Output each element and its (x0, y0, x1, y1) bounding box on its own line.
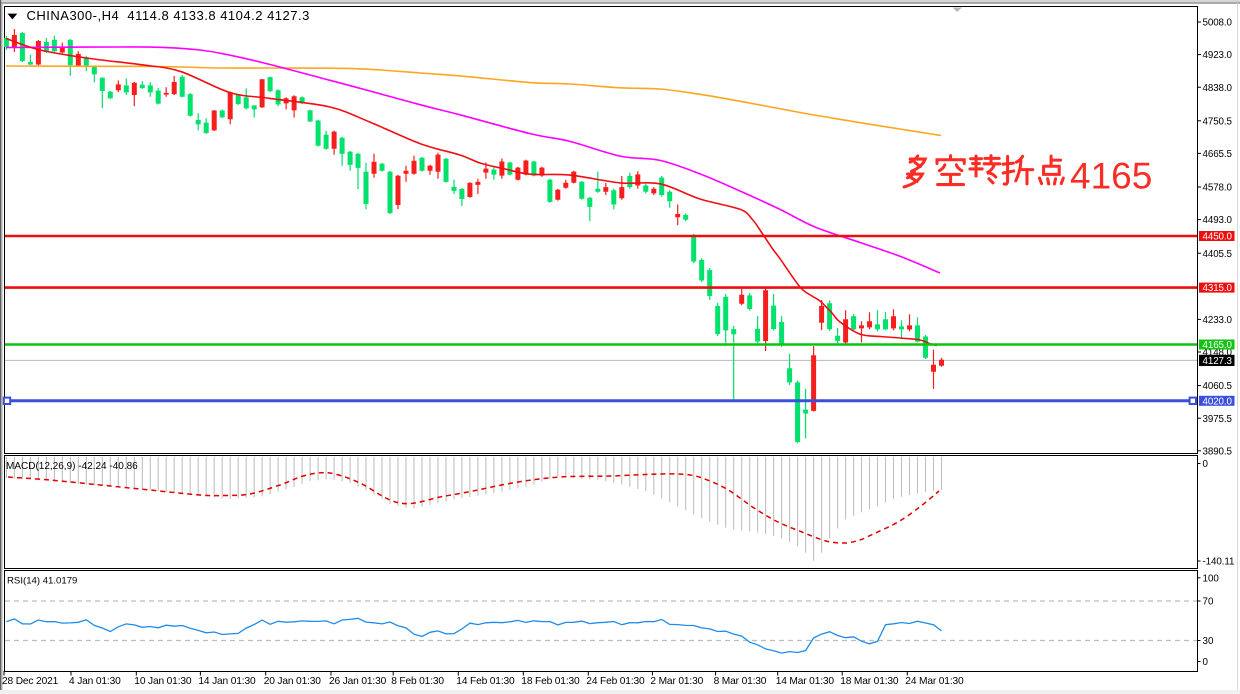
svg-text:3890.5: 3890.5 (1203, 446, 1233, 457)
svg-text:4450.0: 4450.0 (1203, 232, 1233, 243)
svg-text:4405.5: 4405.5 (1203, 249, 1233, 260)
svg-text:5008.0: 5008.0 (1203, 18, 1233, 29)
svg-text:CHINA300-,H4 4114.8 4133.8 41: CHINA300-,H4 4114.8 4133.8 4104.2 4127.3 (27, 8, 310, 23)
svg-text:MACD(12,26,9) -42.24 -40.86: MACD(12,26,9) -42.24 -40.86 (6, 461, 138, 472)
svg-text:8 Mar 01:30: 8 Mar 01:30 (714, 676, 767, 687)
svg-text:4315.0: 4315.0 (1203, 283, 1233, 294)
svg-text:4665.5: 4665.5 (1203, 149, 1233, 160)
svg-text:26 Jan 01:30: 26 Jan 01:30 (329, 676, 387, 687)
svg-text:4 Jan 01:30: 4 Jan 01:30 (69, 676, 121, 687)
svg-text:4060.5: 4060.5 (1203, 381, 1233, 392)
svg-text:8 Feb 01:30: 8 Feb 01:30 (391, 676, 444, 687)
svg-text:RSI(14) 41.0179: RSI(14) 41.0179 (7, 576, 77, 587)
svg-text:4165.0: 4165.0 (1203, 340, 1233, 351)
svg-text:4923.0: 4923.0 (1203, 50, 1233, 61)
svg-text:18 Feb 01:30: 18 Feb 01:30 (521, 676, 580, 687)
svg-text:3975.5: 3975.5 (1203, 414, 1233, 425)
svg-text:28 Dec 2021: 28 Dec 2021 (2, 676, 59, 687)
svg-text:4127.3: 4127.3 (1203, 356, 1233, 367)
svg-text:20 Jan 01:30: 20 Jan 01:30 (264, 676, 322, 687)
svg-text:4165: 4165 (1070, 156, 1152, 197)
svg-text:0: 0 (1203, 657, 1209, 668)
svg-text:4493.0: 4493.0 (1203, 215, 1233, 226)
svg-text:24 Mar 01:30: 24 Mar 01:30 (905, 676, 964, 687)
svg-text:14 Mar 01:30: 14 Mar 01:30 (776, 676, 835, 687)
svg-text:4750.5: 4750.5 (1203, 116, 1233, 127)
svg-text:4838.0: 4838.0 (1203, 83, 1233, 94)
svg-text:4148.0: 4148.0 (1203, 348, 1233, 359)
svg-text:10 Jan 01:30: 10 Jan 01:30 (134, 676, 192, 687)
svg-text:14 Jan 01:30: 14 Jan 01:30 (198, 676, 256, 687)
svg-text:100: 100 (1203, 573, 1220, 584)
svg-text:-140.11: -140.11 (1203, 557, 1235, 568)
svg-text:18 Mar 01:30: 18 Mar 01:30 (840, 676, 899, 687)
svg-text:30: 30 (1203, 636, 1214, 647)
svg-text:0: 0 (1203, 459, 1209, 470)
svg-text:70: 70 (1203, 597, 1214, 608)
svg-text:2 Mar 01:30: 2 Mar 01:30 (650, 676, 703, 687)
svg-text:24 Feb 01:30: 24 Feb 01:30 (586, 676, 645, 687)
svg-text:4020.0: 4020.0 (1203, 396, 1233, 407)
svg-text:14 Feb 01:30: 14 Feb 01:30 (456, 676, 515, 687)
svg-text:4233.0: 4233.0 (1203, 315, 1233, 326)
svg-text:4578.0: 4578.0 (1203, 183, 1233, 194)
